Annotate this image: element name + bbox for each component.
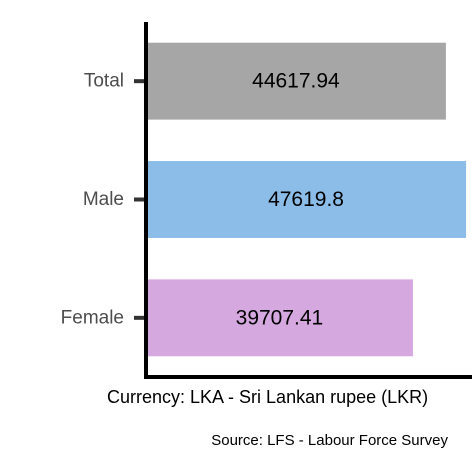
category-label-female: Female [61,307,124,328]
x-axis-title: Currency: LKA - Sri Lankan rupee (LKR) [107,387,428,407]
source-caption: Source: LFS - Labour Force Survey [211,432,448,449]
value-label-male: 47619.8 [268,188,344,211]
category-label-total: Total [84,71,124,92]
bar-female [146,279,413,357]
labels-layer: Total 44617.94 Male 47619.8 Female 39707.41 [61,70,344,330]
bar-male [146,161,467,238]
value-label-total: 44617.94 [252,70,340,93]
category-label-male: Male [83,189,124,210]
bar-total [146,42,446,120]
bars-layer [146,42,467,357]
value-label-female: 39707.41 [236,306,324,329]
